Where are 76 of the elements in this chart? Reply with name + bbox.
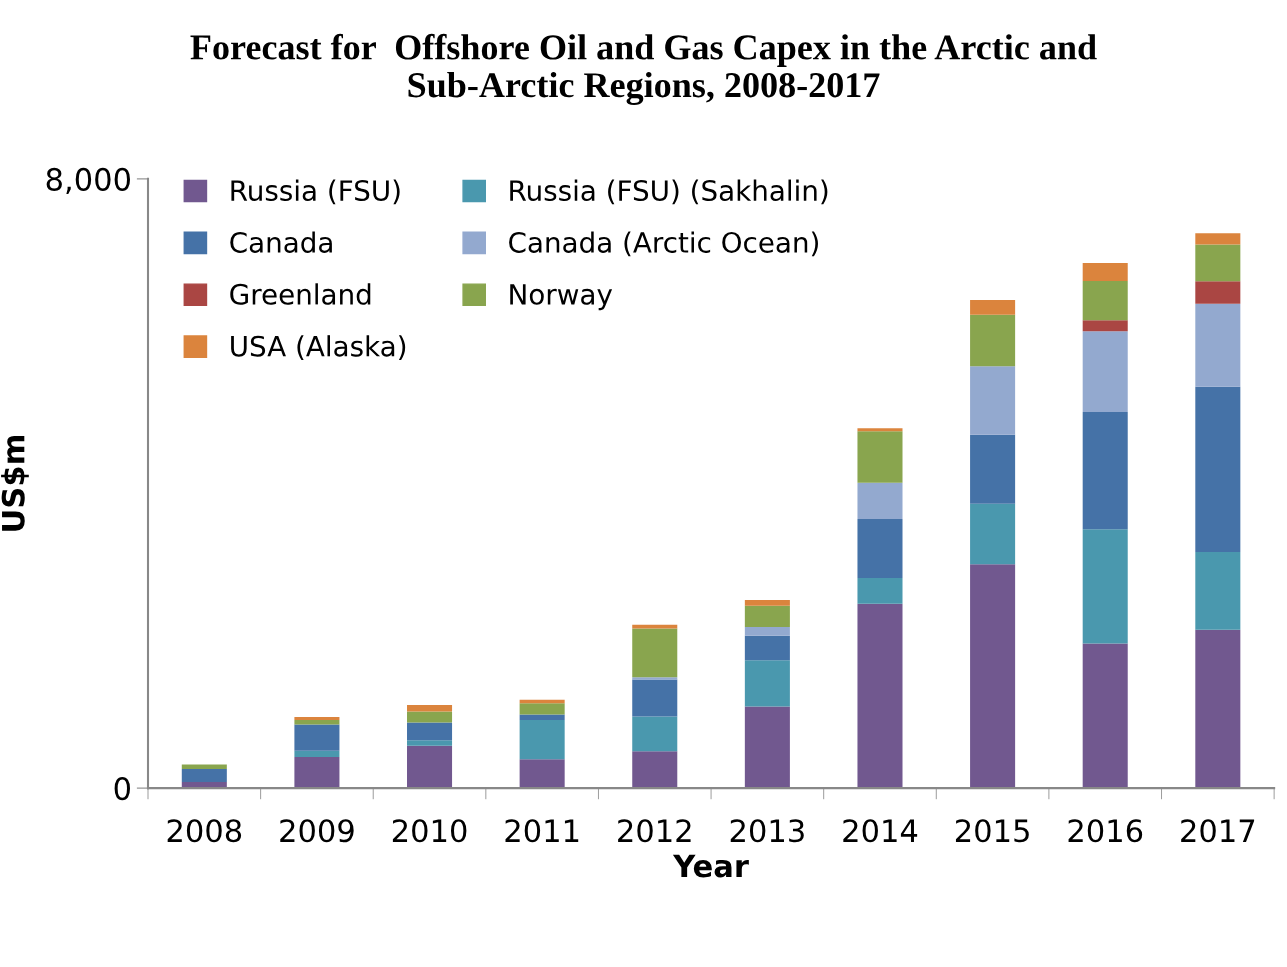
x-tick-label: 2017: [1181, 819, 1255, 843]
legend-label: Russia (FSU) (Sakhalin): [510, 179, 828, 205]
bar: [632, 716, 678, 752]
x-axis-title: Year: [672, 854, 749, 878]
legend-label: Norway: [510, 284, 613, 311]
bar: [857, 482, 903, 519]
bar: [407, 745, 453, 789]
bar: [970, 503, 1016, 565]
y-tick-label: 0: [114, 777, 130, 801]
bar: [744, 600, 790, 606]
x-tick-label: 2010: [392, 819, 467, 843]
bar: [632, 751, 678, 789]
bar: [970, 314, 1016, 367]
bar: [1195, 233, 1241, 245]
x-tick-label: 2014: [843, 819, 918, 843]
legend-label: Canada: [230, 231, 332, 253]
bar: [1195, 244, 1241, 282]
legend-label: Greenland: [230, 283, 371, 305]
y-tick-label: 8,000: [46, 167, 130, 195]
y-axis-title: US$m: [1, 435, 29, 531]
x-tick-label: 2011: [505, 819, 579, 843]
bar: [744, 706, 790, 789]
bar: [519, 759, 565, 789]
bar: [407, 722, 453, 741]
legend-label: Russia (FSU): [231, 179, 400, 205]
bar: [744, 635, 790, 661]
bar: [181, 764, 227, 770]
x-tick-label: 2015: [955, 819, 1029, 843]
chart-title: Forecast for Offshore Oil and Gas Capex in the Arctic and Sub-Arctic Regions, 2008-2017: [190, 33, 1097, 105]
legend-label: Canada (Arctic Ocean): [509, 231, 818, 257]
bar: [1082, 411, 1128, 530]
bar: [1082, 331, 1128, 412]
bar: [294, 719, 340, 725]
bar: [1195, 629, 1241, 789]
bar: [1082, 280, 1128, 321]
bar: [407, 711, 453, 723]
bar: [744, 627, 790, 636]
bar: [857, 431, 903, 483]
bar: [1082, 643, 1128, 789]
bar: [970, 299, 1016, 315]
bar: [294, 750, 340, 757]
bar: [970, 366, 1016, 435]
bar: [1082, 529, 1128, 644]
bar: [857, 603, 903, 789]
bar: [632, 624, 678, 629]
bar: [1082, 263, 1128, 281]
bar: [632, 628, 678, 678]
bar: [1195, 552, 1241, 630]
bar: [744, 605, 790, 628]
bar: [970, 434, 1016, 504]
bar: [407, 740, 453, 746]
x-tick-label: 2013: [730, 819, 804, 843]
bar: [857, 518, 903, 578]
bar: [181, 769, 227, 783]
bar: [1195, 303, 1241, 387]
bar: [632, 677, 678, 680]
x-tick-label: 2016: [1068, 819, 1143, 843]
bar: [857, 577, 903, 604]
bar: [1195, 281, 1241, 304]
x-tick-label: 2008: [167, 819, 242, 843]
bar: [519, 719, 565, 760]
bar: [1082, 320, 1128, 332]
legend-label: USA (Alaska): [231, 335, 406, 360]
bar: [519, 703, 565, 715]
bar: [632, 679, 678, 717]
bar: [294, 756, 340, 789]
x-tick-label: 2009: [280, 819, 354, 843]
bar: [744, 660, 790, 707]
bar: [294, 716, 340, 720]
bar: [1195, 386, 1241, 553]
bar: [970, 564, 1016, 789]
bar: [294, 724, 340, 751]
bar: [407, 705, 453, 712]
bar: [857, 428, 903, 432]
x-tick-label: 2012: [618, 819, 691, 843]
bar: [519, 714, 565, 720]
